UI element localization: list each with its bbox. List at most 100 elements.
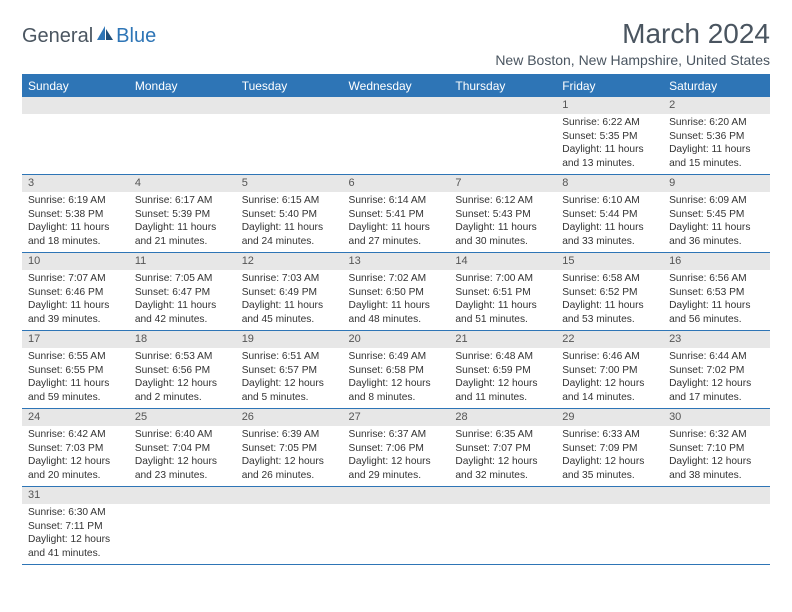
calendar-day-cell: 25Sunrise: 6:40 AMSunset: 7:04 PMDayligh… (129, 409, 236, 487)
calendar-day-cell: 28Sunrise: 6:35 AMSunset: 7:07 PMDayligh… (449, 409, 556, 487)
sunset-text: Sunset: 7:11 PM (28, 520, 123, 533)
calendar-day-cell: 5Sunrise: 6:15 AMSunset: 5:40 PMDaylight… (236, 175, 343, 253)
sunset-text: Sunset: 5:35 PM (562, 130, 657, 143)
calendar-day-cell: 27Sunrise: 6:37 AMSunset: 7:06 PMDayligh… (343, 409, 450, 487)
day-body (129, 504, 236, 550)
day-body: Sunrise: 6:37 AMSunset: 7:06 PMDaylight:… (343, 426, 450, 486)
day-number: 30 (663, 409, 770, 426)
day-body: Sunrise: 6:32 AMSunset: 7:10 PMDaylight:… (663, 426, 770, 486)
calendar-day-cell: 13Sunrise: 7:02 AMSunset: 6:50 PMDayligh… (343, 253, 450, 331)
sunset-text: Sunset: 7:03 PM (28, 442, 123, 455)
day-body (556, 504, 663, 550)
daylight-text: Daylight: 11 hours and 45 minutes. (242, 299, 337, 326)
page-title: March 2024 (495, 18, 770, 50)
day-number: 12 (236, 253, 343, 270)
calendar-day-cell: 29Sunrise: 6:33 AMSunset: 7:09 PMDayligh… (556, 409, 663, 487)
calendar-day-cell (129, 487, 236, 565)
calendar-day-cell: 3Sunrise: 6:19 AMSunset: 5:38 PMDaylight… (22, 175, 129, 253)
sail-icon (95, 24, 115, 48)
day-number: 18 (129, 331, 236, 348)
sunset-text: Sunset: 5:45 PM (669, 208, 764, 221)
day-body: Sunrise: 6:56 AMSunset: 6:53 PMDaylight:… (663, 270, 770, 330)
day-body: Sunrise: 6:55 AMSunset: 6:55 PMDaylight:… (22, 348, 129, 408)
calendar-day-cell: 17Sunrise: 6:55 AMSunset: 6:55 PMDayligh… (22, 331, 129, 409)
daylight-text: Daylight: 11 hours and 18 minutes. (28, 221, 123, 248)
sunset-text: Sunset: 7:02 PM (669, 364, 764, 377)
day-number: 21 (449, 331, 556, 348)
sunrise-text: Sunrise: 6:20 AM (669, 116, 764, 129)
calendar-head: SundayMondayTuesdayWednesdayThursdayFrid… (22, 75, 770, 97)
sunrise-text: Sunrise: 6:53 AM (135, 350, 230, 363)
weekday-header: Thursday (449, 75, 556, 97)
day-number: 27 (343, 409, 450, 426)
day-body: Sunrise: 7:03 AMSunset: 6:49 PMDaylight:… (236, 270, 343, 330)
sunset-text: Sunset: 6:58 PM (349, 364, 444, 377)
sunrise-text: Sunrise: 6:14 AM (349, 194, 444, 207)
calendar-day-cell: 22Sunrise: 6:46 AMSunset: 7:00 PMDayligh… (556, 331, 663, 409)
calendar-day-cell: 20Sunrise: 6:49 AMSunset: 6:58 PMDayligh… (343, 331, 450, 409)
sunset-text: Sunset: 6:52 PM (562, 286, 657, 299)
day-number (343, 487, 450, 504)
day-number: 13 (343, 253, 450, 270)
sunset-text: Sunset: 6:46 PM (28, 286, 123, 299)
weekday-header: Wednesday (343, 75, 450, 97)
logo-text-1: General (22, 25, 93, 48)
day-body: Sunrise: 6:49 AMSunset: 6:58 PMDaylight:… (343, 348, 450, 408)
daylight-text: Daylight: 11 hours and 56 minutes. (669, 299, 764, 326)
sunset-text: Sunset: 6:50 PM (349, 286, 444, 299)
calendar-day-cell: 2Sunrise: 6:20 AMSunset: 5:36 PMDaylight… (663, 97, 770, 175)
sunset-text: Sunset: 6:56 PM (135, 364, 230, 377)
day-number: 1 (556, 97, 663, 114)
sunrise-text: Sunrise: 7:02 AM (349, 272, 444, 285)
logo: General Blue (22, 24, 156, 48)
day-number: 4 (129, 175, 236, 192)
sunrise-text: Sunrise: 6:51 AM (242, 350, 337, 363)
calendar-day-cell: 31Sunrise: 6:30 AMSunset: 7:11 PMDayligh… (22, 487, 129, 565)
day-body: Sunrise: 6:19 AMSunset: 5:38 PMDaylight:… (22, 192, 129, 252)
calendar-week-row: 17Sunrise: 6:55 AMSunset: 6:55 PMDayligh… (22, 331, 770, 409)
day-body: Sunrise: 6:09 AMSunset: 5:45 PMDaylight:… (663, 192, 770, 252)
day-body (236, 504, 343, 550)
calendar-day-cell (449, 97, 556, 175)
daylight-text: Daylight: 11 hours and 36 minutes. (669, 221, 764, 248)
sunrise-text: Sunrise: 6:37 AM (349, 428, 444, 441)
calendar-day-cell (236, 97, 343, 175)
day-body (449, 504, 556, 550)
calendar-day-cell: 16Sunrise: 6:56 AMSunset: 6:53 PMDayligh… (663, 253, 770, 331)
day-number: 23 (663, 331, 770, 348)
sunset-text: Sunset: 7:04 PM (135, 442, 230, 455)
sunrise-text: Sunrise: 6:12 AM (455, 194, 550, 207)
sunrise-text: Sunrise: 6:42 AM (28, 428, 123, 441)
day-body (22, 114, 129, 160)
calendar-week-row: 3Sunrise: 6:19 AMSunset: 5:38 PMDaylight… (22, 175, 770, 253)
sunset-text: Sunset: 6:55 PM (28, 364, 123, 377)
sunset-text: Sunset: 5:44 PM (562, 208, 657, 221)
day-number: 16 (663, 253, 770, 270)
day-number (129, 97, 236, 114)
calendar-day-cell (343, 487, 450, 565)
day-number: 14 (449, 253, 556, 270)
day-body: Sunrise: 6:44 AMSunset: 7:02 PMDaylight:… (663, 348, 770, 408)
calendar-day-cell: 6Sunrise: 6:14 AMSunset: 5:41 PMDaylight… (343, 175, 450, 253)
sunset-text: Sunset: 6:53 PM (669, 286, 764, 299)
sunrise-text: Sunrise: 6:10 AM (562, 194, 657, 207)
sunset-text: Sunset: 7:05 PM (242, 442, 337, 455)
header: General Blue March 2024 New Boston, New … (22, 18, 770, 68)
day-number (343, 97, 450, 114)
sunset-text: Sunset: 6:47 PM (135, 286, 230, 299)
day-number: 20 (343, 331, 450, 348)
daylight-text: Daylight: 12 hours and 5 minutes. (242, 377, 337, 404)
calendar-body: 1 Sunrise: 6:22 AMSunset: 5:35 PM Daylight… (22, 97, 770, 565)
day-body (236, 114, 343, 160)
sunrise-text: Sunrise: 6:17 AM (135, 194, 230, 207)
page-subtitle: New Boston, New Hampshire, United States (495, 52, 770, 68)
calendar-day-cell: 15Sunrise: 6:58 AMSunset: 6:52 PMDayligh… (556, 253, 663, 331)
calendar-day-cell: 1Sunrise: 6:22 AMSunset: 5:35 PMDaylight… (556, 97, 663, 175)
sunrise-text: Sunrise: 6:22 AM (562, 116, 657, 129)
calendar-week-row: 31Sunrise: 6:30 AMSunset: 7:11 PMDayligh… (22, 487, 770, 565)
calendar-day-cell: 14Sunrise: 7:00 AMSunset: 6:51 PMDayligh… (449, 253, 556, 331)
day-number: 25 (129, 409, 236, 426)
sunrise-text: Sunrise: 6:15 AM (242, 194, 337, 207)
calendar-day-cell (556, 487, 663, 565)
weekday-header: Monday (129, 75, 236, 97)
